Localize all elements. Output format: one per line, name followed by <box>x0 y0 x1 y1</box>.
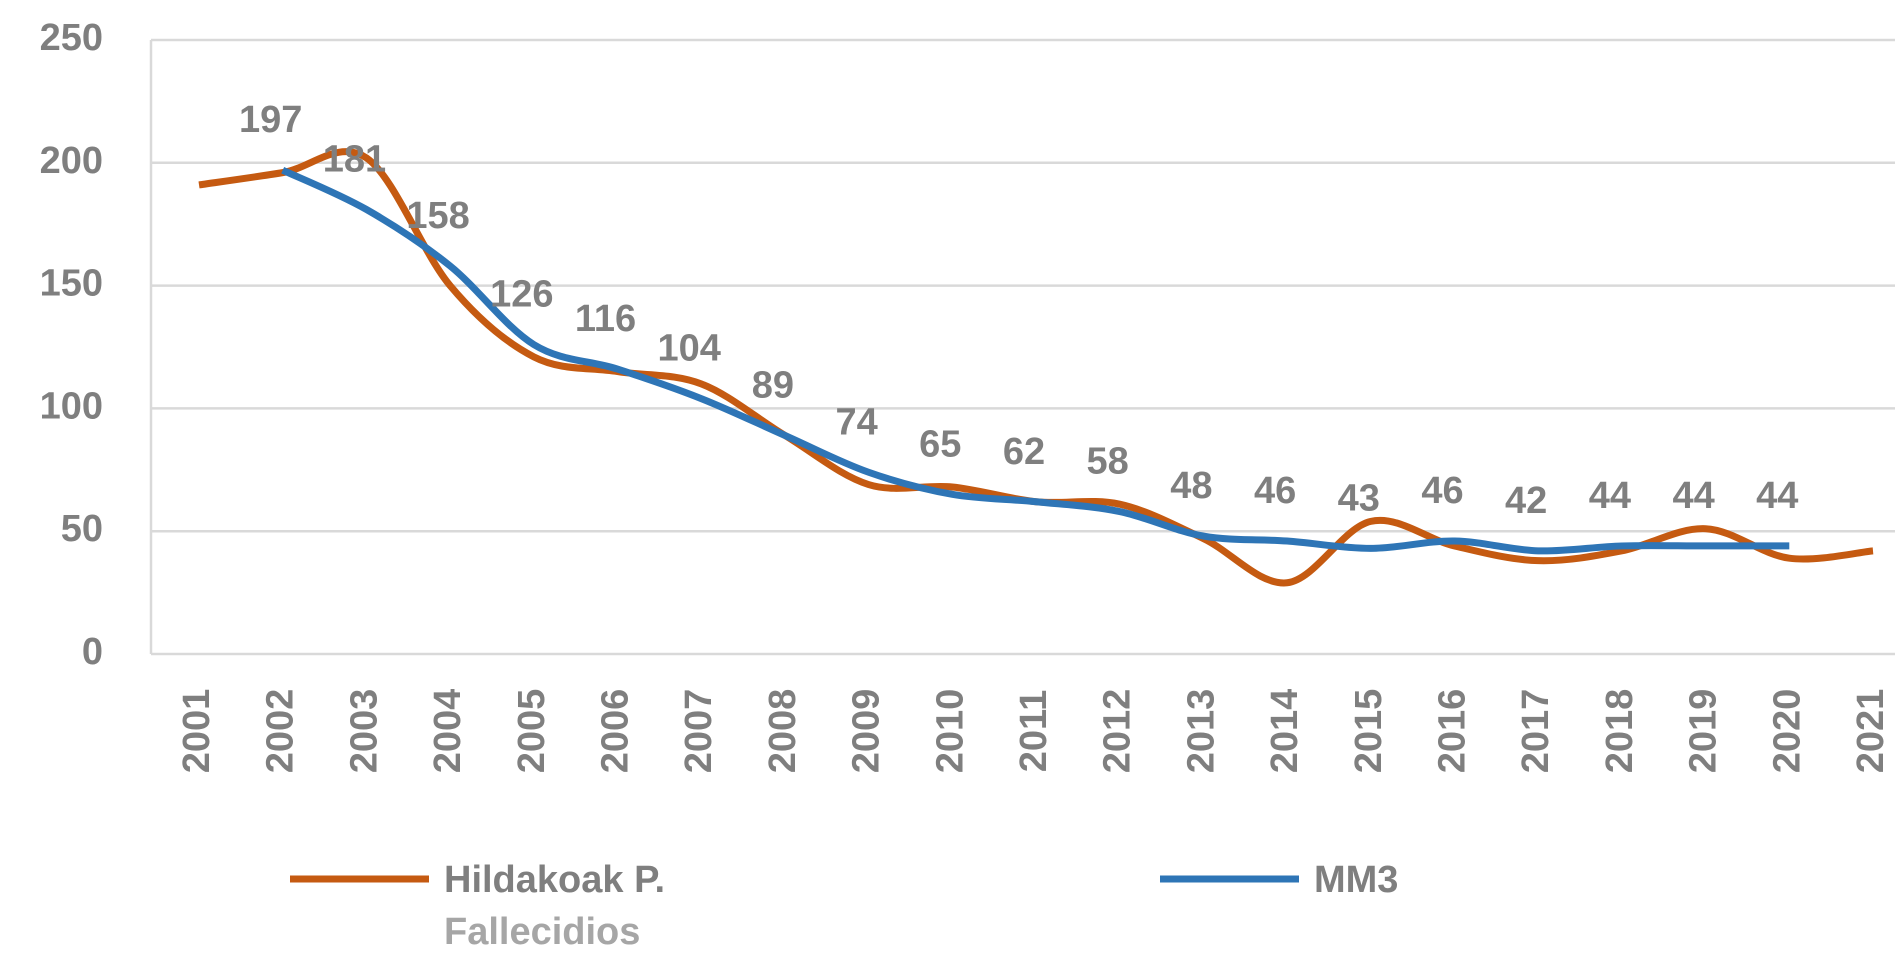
x-tick-label: 2006 <box>595 689 637 774</box>
data-label: 74 <box>835 401 877 443</box>
data-label: 44 <box>1589 475 1631 517</box>
x-tick-label: 2018 <box>1599 689 1641 774</box>
x-tick-label: 2008 <box>762 689 804 774</box>
data-label: 116 <box>575 298 636 340</box>
y-tick-label: 150 <box>40 263 103 305</box>
x-tick-label: 2010 <box>929 689 971 774</box>
x-tick-label: 2012 <box>1097 689 1139 774</box>
x-tick-label: 2017 <box>1515 689 1557 774</box>
x-tick-label: 2002 <box>260 689 302 774</box>
data-label: 58 <box>1087 441 1129 483</box>
x-tick-label: 2020 <box>1766 689 1808 774</box>
data-label: 181 <box>323 138 386 180</box>
legend-subtitle: Fallecidios <box>444 911 640 953</box>
y-tick-label: 200 <box>40 140 103 182</box>
data-label: 126 <box>490 274 553 316</box>
data-label: 104 <box>657 328 720 370</box>
data-label: 158 <box>406 195 469 237</box>
data-label: 62 <box>1003 431 1045 473</box>
x-tick-label: 2003 <box>343 689 385 774</box>
legend-label: MM3 <box>1314 859 1398 901</box>
data-label: 43 <box>1338 477 1380 519</box>
x-tick-label: 2005 <box>511 689 553 774</box>
y-tick-label: 0 <box>82 631 103 673</box>
data-label: 89 <box>752 364 794 406</box>
data-label: 46 <box>1421 470 1463 512</box>
y-tick-label: 250 <box>40 17 103 59</box>
x-tick-label: 2016 <box>1432 689 1474 774</box>
legend-label: Hildakoak P. <box>444 859 665 901</box>
x-tick-label: 2015 <box>1348 689 1390 774</box>
x-tick-label: 2011 <box>1013 690 1055 772</box>
y-tick-label: 100 <box>40 385 103 427</box>
x-tick-label: 2021 <box>1850 689 1892 774</box>
series-line <box>281 166 1790 555</box>
x-tick-label: 2014 <box>1264 689 1306 774</box>
data-label: 48 <box>1170 465 1212 507</box>
x-tick-label: 2019 <box>1683 689 1725 774</box>
data-label: 197 <box>239 99 302 141</box>
data-label: 44 <box>1672 475 1714 517</box>
data-label: 42 <box>1505 480 1547 522</box>
x-tick-label: 2001 <box>176 689 218 774</box>
data-label: 65 <box>919 423 961 465</box>
x-tick-label: 2009 <box>846 689 888 774</box>
x-tick-label: 2004 <box>427 689 469 774</box>
data-label: 44 <box>1756 475 1798 517</box>
x-tick-label: 2007 <box>678 689 720 774</box>
y-tick-label: 50 <box>61 508 103 550</box>
x-tick-label: 2013 <box>1180 689 1222 774</box>
data-label: 46 <box>1254 470 1296 512</box>
